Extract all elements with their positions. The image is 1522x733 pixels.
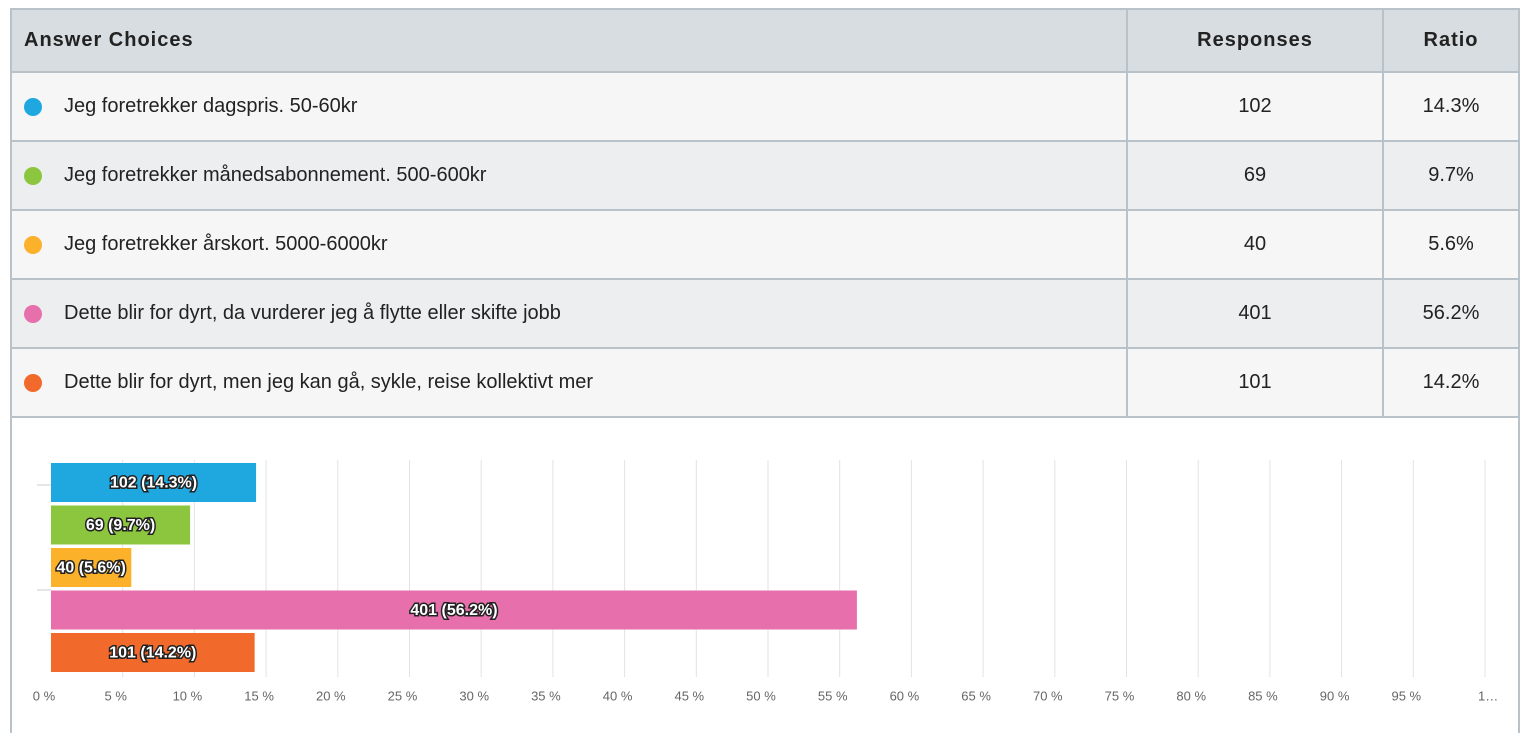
x-tick-label: 60 %: [890, 688, 920, 703]
responses-cell: 69: [1126, 140, 1384, 211]
bar: [51, 548, 132, 587]
bar: [51, 505, 191, 545]
x-tick-label: 10 %: [173, 688, 203, 703]
ratio-cell: 5.6%: [1382, 209, 1520, 280]
x-tick-label: 1…: [1478, 688, 1498, 703]
ratio-cell: 9.7%: [1382, 140, 1520, 211]
choice-cell: Jeg foretrekker dagspris. 50-60kr: [10, 71, 1128, 142]
x-tick-label: 20 %: [316, 688, 346, 703]
x-tick-label: 0 %: [33, 688, 56, 703]
bar: [51, 633, 255, 672]
header-cell: Ratio: [1382, 8, 1520, 73]
bar: [51, 590, 857, 630]
bar-label: 102 (14.3%): [110, 475, 197, 492]
x-tick-label: 40 %: [603, 688, 633, 703]
header-row: Answer Choices Responses Ratio: [10, 8, 1520, 73]
choice-cell: Dette blir for dyrt, men jeg kan gå, syk…: [10, 347, 1128, 418]
choice-cell: Dette blir for dyrt, da vurderer jeg å f…: [10, 278, 1128, 349]
table-row: Dette blir for dyrt, men jeg kan gå, syk…: [10, 347, 1520, 418]
table-row: Dette blir for dyrt, da vurderer jeg å f…: [10, 278, 1520, 349]
choice-text: Dette blir for dyrt, da vurderer jeg å f…: [64, 302, 561, 324]
table-row: Jeg foretrekker årskort. 5000-6000kr 40 5.…: [10, 209, 1520, 280]
x-tick-label: 35 %: [531, 688, 561, 703]
results-table: Answer Choices Responses Ratio Jeg foret…: [10, 8, 1520, 418]
choice-cell: Jeg foretrekker månedsabonnement. 500-60…: [10, 140, 1128, 211]
table-row: Jeg foretrekker dagspris. 50-60kr 102 14.3…: [10, 71, 1520, 142]
responses-cell: 401: [1126, 278, 1384, 349]
responses-cell: 40: [1126, 209, 1384, 280]
x-tick-label: 65 %: [961, 688, 991, 703]
x-tick-label: 90 %: [1320, 688, 1350, 703]
ratio-cell: 14.3%: [1382, 71, 1520, 142]
ratio-cell: 14.2%: [1382, 347, 1520, 418]
table-row: Jeg foretrekker månedsabonnement. 500-60…: [10, 140, 1520, 211]
x-tick-label: 25 %: [388, 688, 418, 703]
choice-text: Jeg foretrekker månedsabonnement. 500-60…: [64, 164, 487, 186]
header-cell: Responses: [1126, 8, 1384, 73]
x-tick-label: 45 %: [674, 688, 704, 703]
color-dot: [24, 373, 42, 392]
bar-label: 401 (56.2%): [410, 602, 497, 619]
x-tick-label: 80 %: [1176, 688, 1206, 703]
color-dot: [24, 235, 42, 254]
x-tick-label: 30 %: [459, 688, 489, 703]
ratio-cell: 56.2%: [1382, 278, 1520, 349]
bar-label: 40 (5.6%): [56, 560, 125, 577]
color-dot: [24, 166, 42, 185]
bar-label: 101 (14.2%): [109, 645, 196, 662]
x-tick-label: 85 %: [1248, 688, 1278, 703]
bar: [51, 463, 257, 502]
color-dot: [24, 97, 42, 116]
color-dot: [24, 304, 42, 323]
header-cell: Answer Choices: [10, 8, 1128, 73]
choice-text: Jeg foretrekker dagspris. 50-60kr: [64, 95, 358, 117]
table-body: Jeg foretrekker dagspris. 50-60kr 102 14.3…: [10, 71, 1520, 418]
x-tick-label: 5 %: [104, 688, 127, 703]
responses-cell: 101: [1126, 347, 1384, 418]
choice-text: Dette blir for dyrt, men jeg kan gå, syk…: [64, 371, 594, 393]
x-tick-label: 75 %: [1105, 688, 1135, 703]
choice-text: Jeg foretrekker årskort. 5000-6000kr: [64, 233, 388, 255]
x-tick-label: 70 %: [1033, 688, 1063, 703]
choice-cell: Jeg foretrekker årskort. 5000-6000kr: [10, 209, 1128, 280]
responses-cell: 102: [1126, 71, 1384, 142]
x-tick-label: 15 %: [244, 688, 274, 703]
x-tick-label: 95 %: [1391, 688, 1421, 703]
bar-label: 69 (9.7%): [86, 517, 155, 534]
x-tick-label: 55 %: [818, 688, 848, 703]
x-tick-label: 50 %: [746, 688, 776, 703]
